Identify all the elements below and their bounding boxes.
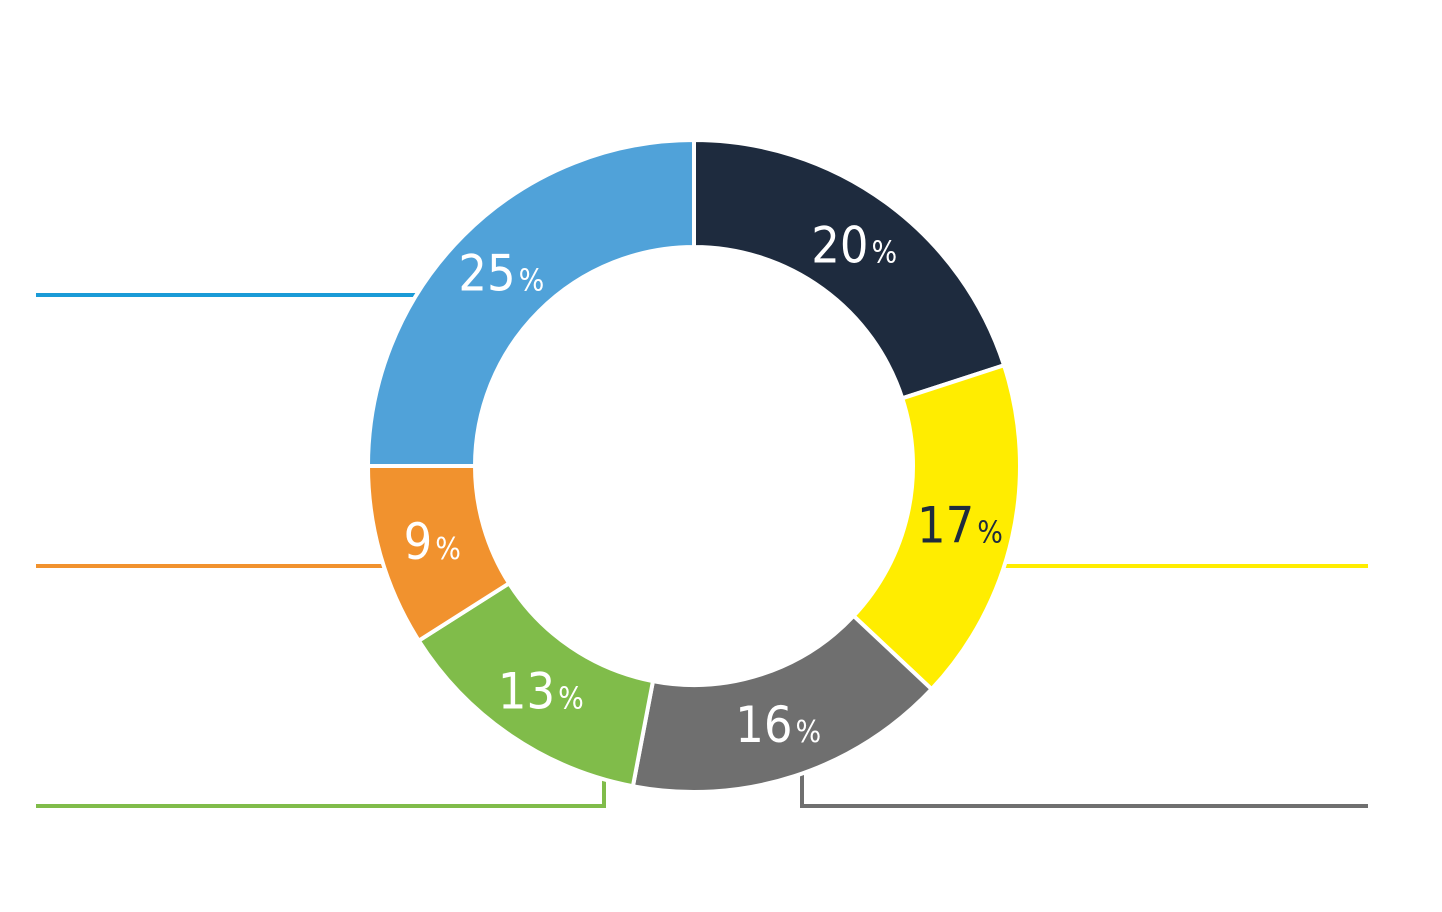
donut-slices <box>365 137 1022 794</box>
slice-label-20: 20% <box>811 217 897 275</box>
slice-labels: 20 % 17 % 16 % 13 % 9 % 25% <box>404 217 1003 755</box>
slice-label-16: 16% <box>735 696 821 754</box>
slice-label-25: 25% <box>458 244 544 302</box>
leader-line-3 <box>36 778 606 808</box>
donut-slice-20 <box>692 137 1007 401</box>
slice-label-13: 13% <box>498 662 584 720</box>
leader-line-4 <box>800 772 1368 808</box>
donut-slice-17 <box>850 362 1022 692</box>
slice-label-17: 17% <box>917 496 1003 554</box>
donut-slice-25 <box>365 137 696 468</box>
leader-lines <box>36 293 1368 808</box>
slice-label-9: 9% <box>404 513 461 571</box>
